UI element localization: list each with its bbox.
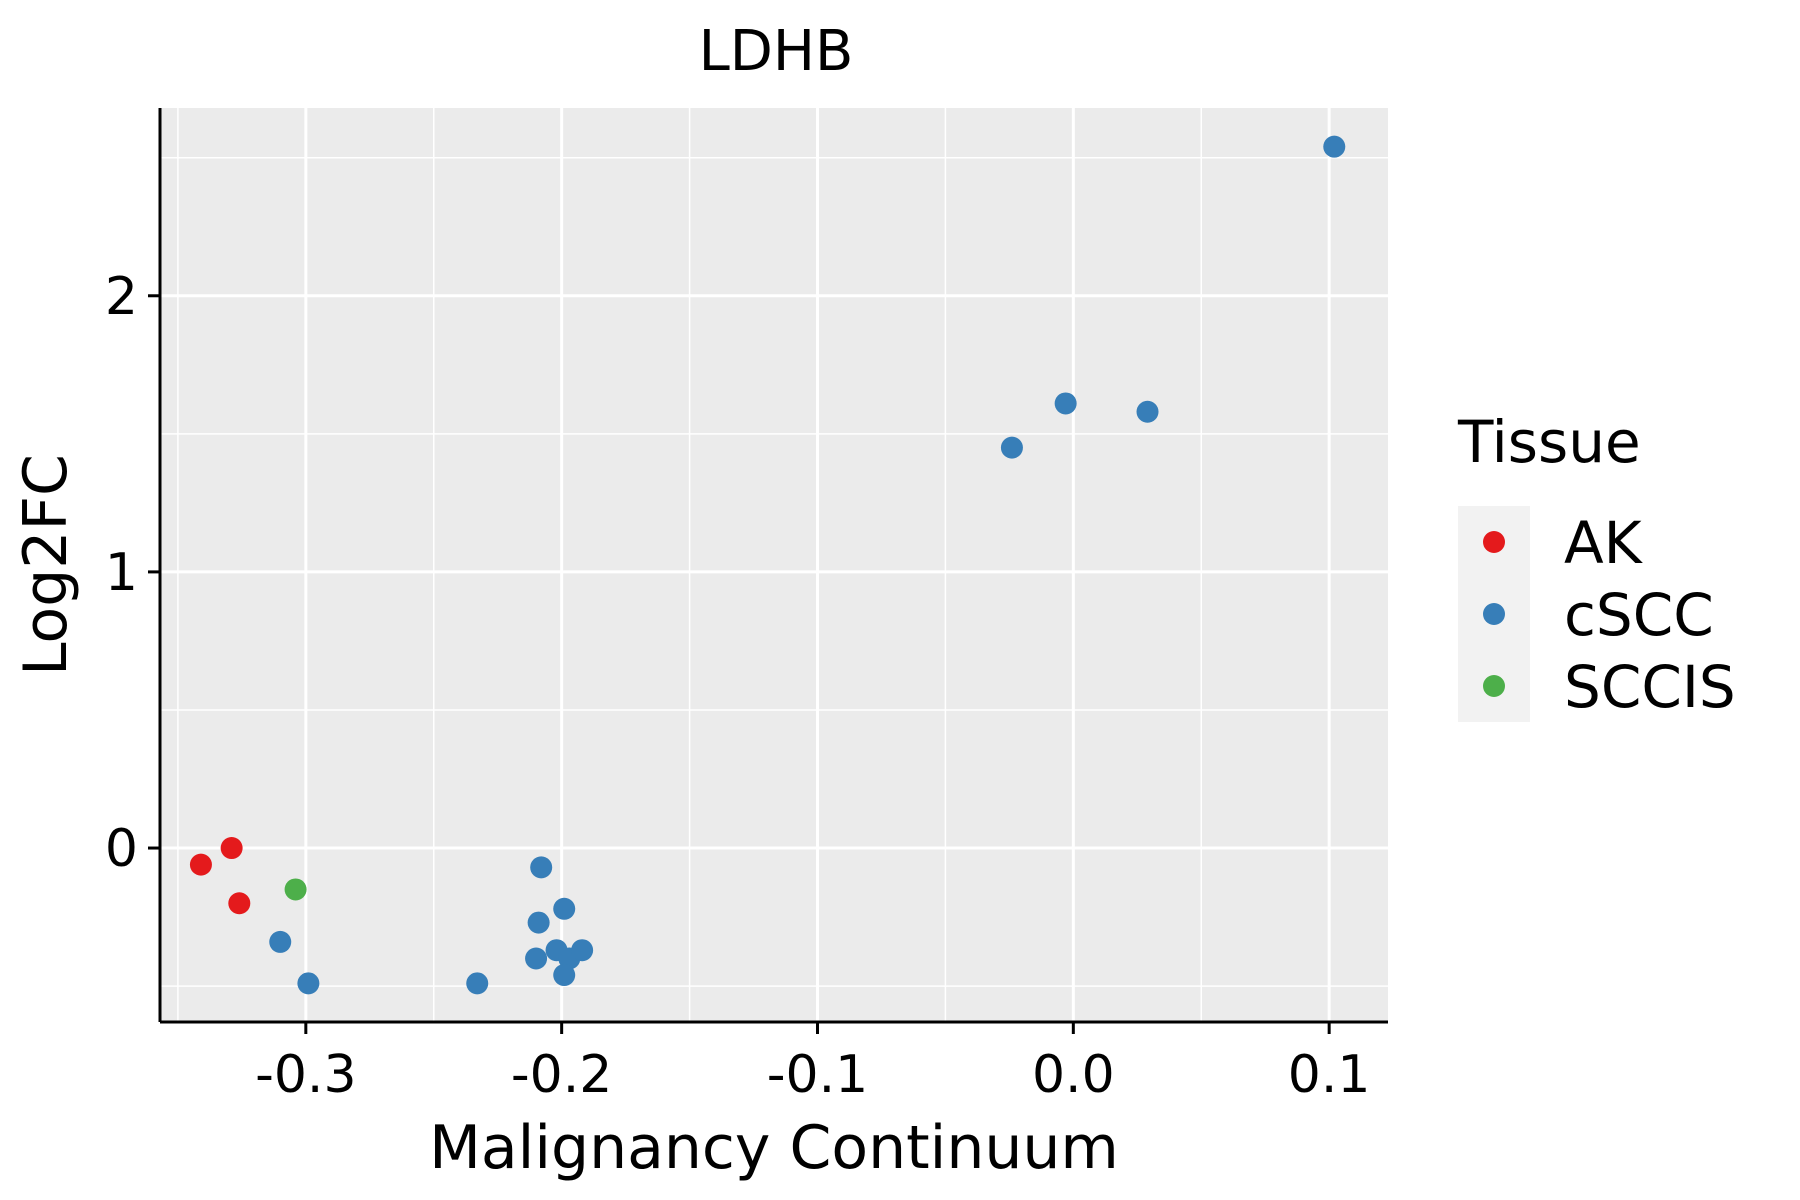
y-tick-label: 0 — [105, 819, 138, 879]
x-tick-label: -0.3 — [255, 1045, 356, 1105]
legend-key-cscc — [1483, 603, 1505, 625]
point-cscc — [530, 856, 553, 879]
grid-lines — [160, 108, 1388, 1022]
chart-title: LDHB — [699, 19, 854, 84]
x-axis-ticks: -0.3 -0.2 -0.1 0.0 0.1 — [255, 1022, 1371, 1105]
point-cscc — [1136, 400, 1159, 423]
y-axis-title: Log2FC — [11, 454, 81, 676]
point-cscc — [525, 947, 548, 970]
x-tick-label: 0.1 — [1288, 1045, 1371, 1105]
plot-panel — [160, 108, 1388, 1022]
x-tick-label: -0.1 — [767, 1045, 868, 1105]
point-cscc — [553, 897, 576, 920]
point-cscc — [269, 930, 292, 953]
legend-label-cscc: cSCC — [1564, 581, 1714, 649]
legend-label-sccis: SCCIS — [1564, 653, 1736, 721]
legend-label-ak: AK — [1564, 509, 1644, 577]
point-cscc — [571, 939, 594, 962]
point-cscc — [1323, 135, 1346, 158]
legend-title: Tissue — [1457, 408, 1641, 476]
point-cscc — [1000, 436, 1023, 459]
point-ak — [189, 853, 212, 876]
point-cscc — [1054, 392, 1077, 415]
x-tick-label: 0.0 — [1032, 1045, 1115, 1105]
point-ak — [220, 837, 243, 860]
legend-key-ak — [1483, 531, 1505, 553]
y-tick-label: 1 — [105, 543, 138, 603]
point-cscc — [466, 972, 489, 995]
y-axis-ticks: 0 1 2 — [105, 267, 160, 879]
y-tick-label: 2 — [105, 267, 138, 327]
data-points — [189, 135, 1346, 995]
x-axis-title: Malignancy Continuum — [429, 1113, 1119, 1183]
point-cscc — [297, 972, 320, 995]
point-cscc — [527, 911, 550, 934]
point-cscc — [553, 964, 576, 987]
x-tick-label: -0.2 — [511, 1045, 612, 1105]
point-sccis — [284, 878, 307, 901]
point-ak — [228, 892, 251, 915]
legend-key-sccis — [1483, 675, 1505, 697]
